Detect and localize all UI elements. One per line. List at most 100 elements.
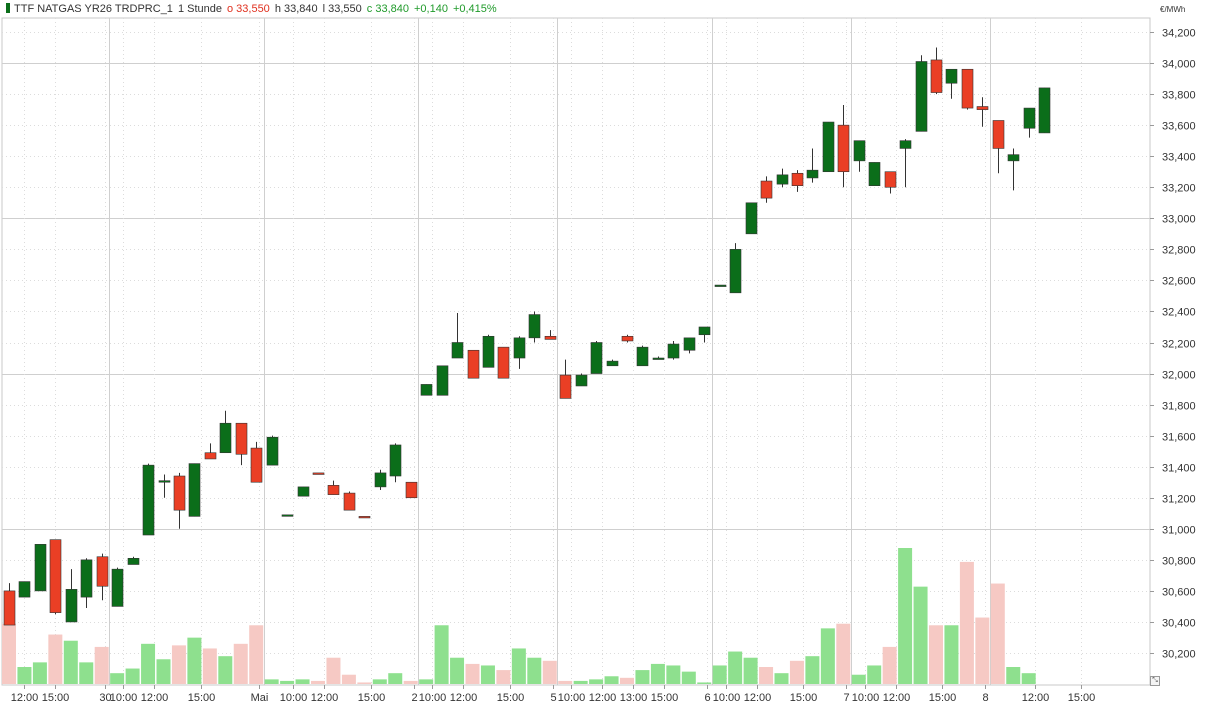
volume-bar: [650, 663, 665, 684]
volume-bar: [326, 657, 341, 684]
volume-bar: [125, 668, 140, 684]
volume-bar: [280, 680, 295, 684]
volume-bar: [1021, 673, 1036, 684]
volume-bar: [635, 670, 650, 684]
candle-body: [219, 422, 232, 454]
x-tick-label: 15:00: [42, 692, 70, 704]
volume-bar: [836, 623, 851, 684]
candle-body: [343, 492, 356, 511]
candle-body: [667, 343, 680, 359]
y-tick-label: 31,600: [1162, 432, 1196, 444]
candle-body: [513, 337, 526, 359]
candle-body: [358, 516, 371, 519]
x-tick-label: 15:00: [497, 692, 525, 704]
volume-bar: [620, 677, 634, 684]
volume-bar: [357, 682, 372, 684]
candle-body: [961, 68, 974, 109]
x-tick-label: 15:00: [651, 692, 679, 704]
candle-body: [806, 169, 819, 179]
volume-bar: [851, 674, 866, 684]
x-tick-label: 10:00: [558, 692, 586, 704]
legend-change: +0,140: [414, 3, 448, 15]
candle-body: [528, 314, 541, 339]
y-tick-label: 32,600: [1162, 276, 1196, 288]
legend-change-pct: +0,415%: [452, 3, 497, 15]
candle-body: [621, 335, 634, 342]
volume-bar: [233, 643, 248, 684]
x-tick-label: 15:00: [1068, 692, 1096, 704]
y-tick-label: 30,400: [1162, 618, 1196, 630]
y-tick-label: 31,400: [1162, 463, 1196, 475]
x-tick-label: 10:00: [110, 692, 138, 704]
candle-body: [559, 374, 572, 399]
volume-bar: [666, 665, 681, 684]
candle-body: [652, 357, 665, 360]
volume-bar: [249, 625, 264, 684]
candle-body: [173, 475, 186, 511]
volume-bar: [728, 651, 743, 684]
candle-body: [606, 360, 619, 367]
y-tick-label: 32,200: [1162, 339, 1196, 351]
volume-bar: [898, 548, 913, 684]
volume-bar: [450, 657, 465, 684]
volume-bar: [712, 665, 727, 684]
volume-bar: [187, 637, 202, 684]
candle-body: [436, 365, 449, 396]
plot-frame: [1, 17, 1151, 686]
volume-bar: [573, 680, 588, 684]
volume-bar: [944, 625, 959, 684]
volume-bar: [434, 625, 449, 684]
x-tick-label: 10:00: [419, 692, 447, 704]
y-tick-label: 31,800: [1162, 401, 1196, 413]
candle-body: [1007, 154, 1020, 162]
volume-bar: [975, 617, 990, 684]
candle-body: [976, 106, 989, 110]
x-tick-label: 12:00: [311, 692, 339, 704]
y-tick-label: 33,800: [1162, 90, 1196, 102]
candle-body: [822, 121, 835, 173]
candle-body: [497, 346, 510, 379]
legend-close: c 33,840: [366, 3, 409, 15]
x-tick-label: 15:00: [188, 692, 216, 704]
volume-bar: [929, 625, 943, 684]
candle-body: [636, 346, 649, 367]
x-tick-label: 15:00: [929, 692, 957, 704]
candle-body: [853, 140, 866, 162]
volume-bar: [311, 680, 325, 684]
volume-bar: [48, 634, 63, 684]
candle-body: [590, 342, 603, 374]
x-tick-label: 12:00: [11, 692, 39, 704]
volume-bar: [697, 682, 712, 684]
x-tick-label: 7: [843, 692, 849, 704]
candle-body: [65, 589, 78, 623]
volume-bar: [496, 670, 511, 684]
x-tick-label: 15:00: [790, 692, 818, 704]
y-tick-label: 31,200: [1162, 494, 1196, 506]
volume-bar: [913, 586, 928, 684]
legend-interval: 1 Stunde: [177, 3, 222, 15]
volume-bar: [542, 660, 557, 684]
y-tick-label: 33,600: [1162, 121, 1196, 133]
volume-bar: [1006, 667, 1021, 684]
x-tick-label: 6: [704, 692, 710, 704]
x-tick-label: 30: [99, 692, 111, 704]
candle-body: [760, 180, 773, 199]
candle-body: [791, 172, 804, 186]
candle-body: [188, 463, 201, 517]
x-tick-label: 13:00: [620, 692, 648, 704]
candle-body: [915, 61, 928, 132]
candle-body: [467, 349, 480, 379]
resize-corner-icon[interactable]: ⤡: [1150, 676, 1160, 686]
candle-body: [575, 374, 588, 387]
candle-body: [482, 335, 495, 368]
volume-bar: [63, 640, 78, 684]
candle-body: [544, 335, 557, 340]
x-tick-label: 12:00: [450, 692, 478, 704]
x-tick-label: 2: [411, 692, 417, 704]
candle-body: [405, 481, 418, 499]
candle-body: [3, 590, 16, 626]
volume-bar: [156, 659, 171, 684]
legend-symbol: TTF NATGAS YR26 TRDPRC_1: [14, 3, 173, 15]
